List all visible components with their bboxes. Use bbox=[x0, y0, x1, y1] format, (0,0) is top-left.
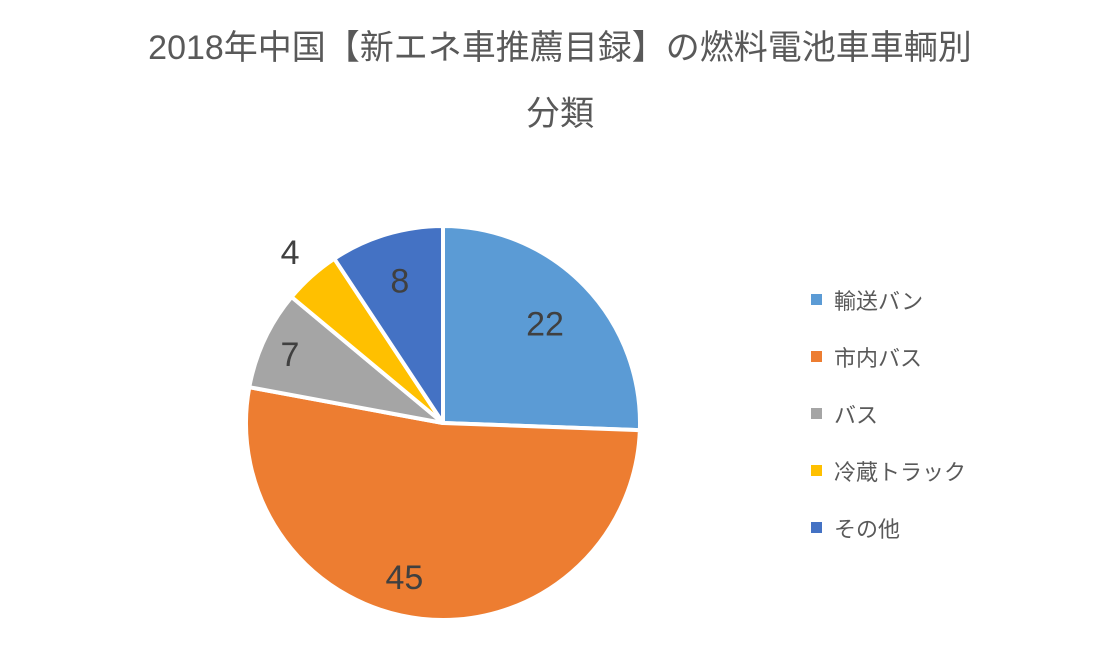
legend-item-bus: バス bbox=[811, 385, 966, 442]
legend-item-refrigerated-truck: 冷蔵トラック bbox=[811, 442, 966, 499]
legend-label: その他 bbox=[834, 516, 901, 542]
chart-title-line-2: 分類 bbox=[526, 95, 594, 133]
data-label-市内バス: 45 bbox=[385, 559, 423, 597]
legend-label: 冷蔵トラック bbox=[834, 459, 967, 485]
data-label-バス: 7 bbox=[281, 336, 300, 374]
legend-swatch-transport-van bbox=[811, 294, 822, 305]
legend-label: バス bbox=[834, 402, 879, 428]
chart-title: 2018年中国【新エネ車推薦目録】の燃料電池車車輌別 分類 bbox=[0, 15, 1120, 147]
data-label-その他: 8 bbox=[390, 263, 409, 301]
pie-slice-輸送バン bbox=[441, 224, 642, 433]
legend-swatch-refrigerated-truck bbox=[811, 465, 822, 476]
legend-swatch-other bbox=[811, 522, 822, 533]
pie-slice-その他 bbox=[332, 224, 445, 425]
chart-title-line-1: 2018年中国【新エネ車推薦目録】の燃料電池車車輌別 bbox=[148, 29, 972, 67]
legend-item-city-bus: 市内バス bbox=[811, 328, 966, 385]
legend-swatch-bus bbox=[811, 408, 822, 419]
data-label-輸送バン: 22 bbox=[526, 306, 564, 344]
legend-swatch-city-bus bbox=[811, 351, 822, 362]
legend-item-other: その他 bbox=[811, 499, 966, 556]
data-label-冷蔵トラック: 4 bbox=[281, 234, 300, 272]
legend-item-transport-van: 輸送バン bbox=[811, 271, 966, 328]
legend-label: 輸送バン bbox=[834, 288, 924, 314]
legend-label: 市内バス bbox=[834, 345, 923, 371]
pie-slice-市内バス bbox=[244, 385, 642, 623]
legend: 輸送バン 市内バス バス 冷蔵トラック その他 bbox=[811, 271, 966, 556]
